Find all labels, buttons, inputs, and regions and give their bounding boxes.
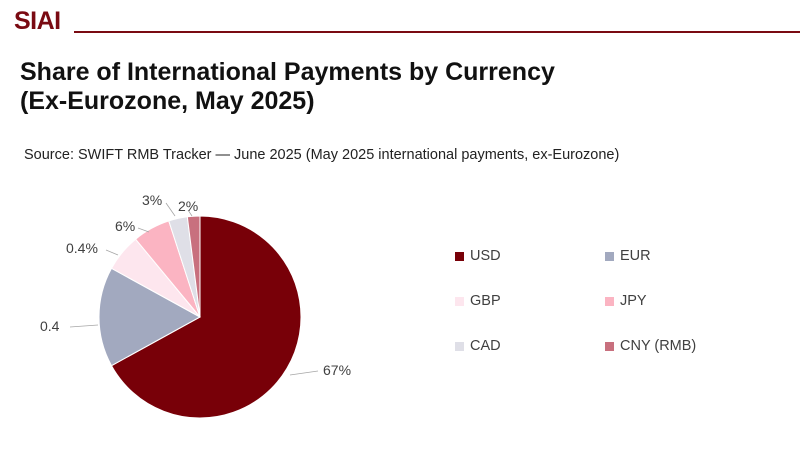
brand-logo: SIAI (14, 7, 61, 35)
legend-swatch (455, 251, 464, 261)
legend-item-cny: CNY (RMB) (605, 338, 755, 354)
data-label: 3% (142, 192, 162, 208)
legend-swatch (455, 296, 464, 306)
legend-item-usd: USD (455, 248, 605, 264)
legend-item-eur: EUR (605, 248, 755, 264)
header-rule (74, 31, 800, 33)
legend-item-cad: CAD (455, 338, 605, 354)
leader-line (165, 202, 176, 217)
legend-swatch (605, 341, 614, 351)
data-label: 0.4 (40, 318, 60, 334)
legend-label: CAD (470, 338, 501, 354)
chart-title-line-1: Share of International Payments by Curre… (20, 58, 555, 86)
legend-swatch (605, 296, 614, 306)
legend-label: GBP (470, 293, 501, 309)
leader-line (289, 370, 319, 376)
pie-slice-cny-rmb (186, 215, 201, 318)
chart-title: Share of International Payments by Curre… (20, 58, 720, 116)
leader-line (69, 324, 99, 328)
legend-item-jpy: JPY (605, 293, 755, 309)
leader-line (137, 227, 150, 233)
legend-swatch (605, 251, 614, 261)
chart-source: Source: SWIFT RMB Tracker — June 2025 (M… (24, 147, 620, 163)
data-label: 6% (115, 218, 135, 234)
chart-title-line-2: (Ex-Eurozone, May 2025) (20, 87, 315, 115)
data-label: 2% (178, 198, 198, 214)
data-label: 67% (323, 362, 351, 378)
legend-label: EUR (620, 248, 651, 264)
legend-swatch (455, 341, 464, 351)
legend-label: JPY (620, 293, 647, 309)
leader-line (105, 249, 119, 256)
legend-item-gbp: GBP (455, 293, 605, 309)
data-label: 0.4% (66, 240, 98, 256)
pie-slice-eur (98, 267, 202, 367)
leader-line (187, 209, 193, 217)
legend-label: USD (470, 248, 501, 264)
chart-legend: USD EUR GBP JPY CAD CNY (RMB) (455, 248, 755, 354)
pie-slice-usd (110, 215, 302, 419)
legend-label: CNY (RMB) (620, 338, 697, 354)
